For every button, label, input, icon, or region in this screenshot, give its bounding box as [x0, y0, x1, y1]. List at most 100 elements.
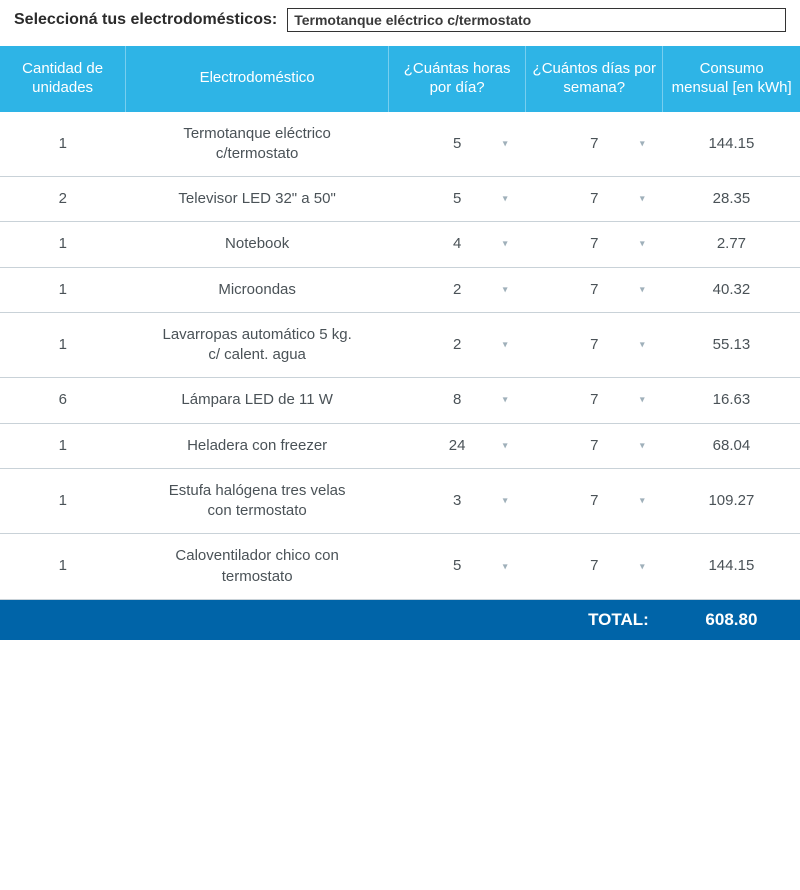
hours-dropdown[interactable]: 5▾	[389, 534, 526, 600]
total-label: TOTAL:	[0, 599, 663, 640]
appliance-name-cell: Caloventilador chico con termostato	[126, 534, 389, 600]
days-dropdown[interactable]: 7▾	[526, 312, 663, 378]
hours-value: 3	[443, 491, 471, 511]
col-header-units: Cantidad de unidades	[0, 46, 126, 112]
days-dropdown[interactable]: 7▾	[526, 112, 663, 177]
selector-label: Seleccioná tus electrodomésticos:	[14, 11, 277, 29]
chevron-down-icon: ▾	[503, 192, 508, 206]
appliance-name: Heladera con freezer	[162, 436, 352, 456]
appliance-name-cell: Notebook	[126, 222, 389, 267]
chevron-down-icon: ▾	[640, 238, 645, 252]
table-row: 1Caloventilador chico con termostato5▾7▾…	[0, 534, 800, 600]
appliance-name-cell: Heladera con freezer	[126, 423, 389, 468]
appliance-name: Televisor LED 32" a 50"	[162, 189, 352, 209]
consumption-cell: 28.35	[663, 177, 800, 222]
appliance-name-cell: Lavarropas automático 5 kg. c/ calent. a…	[126, 312, 389, 378]
days-value: 7	[580, 491, 608, 511]
days-dropdown[interactable]: 7▾	[526, 534, 663, 600]
units-cell: 1	[0, 423, 126, 468]
col-header-days: ¿Cuántos días por semana?	[526, 46, 663, 112]
chevron-down-icon: ▾	[503, 137, 508, 151]
table-row: 6Lámpara LED de 11 W8▾7▾16.63	[0, 378, 800, 423]
days-dropdown[interactable]: 7▾	[526, 468, 663, 534]
hours-value: 8	[443, 390, 471, 410]
selector-row: Seleccioná tus electrodomésticos: Termot…	[0, 0, 800, 46]
days-dropdown[interactable]: 7▾	[526, 222, 663, 267]
consumption-cell: 144.15	[663, 534, 800, 600]
consumption-cell: 40.32	[663, 267, 800, 312]
appliance-name-cell: Televisor LED 32" a 50"	[126, 177, 389, 222]
hours-dropdown[interactable]: 8▾	[389, 378, 526, 423]
days-value: 7	[580, 335, 608, 355]
days-value: 7	[580, 280, 608, 300]
hours-dropdown[interactable]: 2▾	[389, 267, 526, 312]
hours-value: 24	[443, 436, 471, 456]
chevron-down-icon: ▾	[503, 238, 508, 252]
hours-value: 5	[443, 134, 471, 154]
table-row: 1Termotanque eléctrico c/termostato5▾7▾1…	[0, 112, 800, 177]
chevron-down-icon: ▾	[640, 494, 645, 508]
hours-dropdown[interactable]: 4▾	[389, 222, 526, 267]
days-dropdown[interactable]: 7▾	[526, 378, 663, 423]
units-cell: 1	[0, 222, 126, 267]
appliance-name: Microondas	[162, 280, 352, 300]
appliance-name: Termotanque eléctrico c/termostato	[162, 124, 352, 165]
col-header-appliance: Electrodoméstico	[126, 46, 389, 112]
appliance-name-cell: Termotanque eléctrico c/termostato	[126, 112, 389, 177]
chevron-down-icon: ▾	[640, 192, 645, 206]
days-dropdown[interactable]: 7▾	[526, 267, 663, 312]
hours-dropdown[interactable]: 24 ▾	[389, 423, 526, 468]
appliance-name: Notebook	[162, 234, 352, 254]
chevron-down-icon: ▾	[503, 338, 508, 352]
hours-dropdown[interactable]: 2▾	[389, 312, 526, 378]
table-header-row: Cantidad de unidades Electrodoméstico ¿C…	[0, 46, 800, 112]
appliance-name-cell: Lámpara LED de 11 W	[126, 378, 389, 423]
days-value: 7	[580, 390, 608, 410]
days-value: 7	[580, 556, 608, 576]
chevron-down-icon: ▾	[503, 560, 508, 574]
appliance-name-cell: Estufa halógena tres velas con termostat…	[126, 468, 389, 534]
appliance-name: Lámpara LED de 11 W	[162, 390, 352, 410]
hours-dropdown[interactable]: 3▾	[389, 468, 526, 534]
days-value: 7	[580, 189, 608, 209]
appliance-name: Estufa halógena tres velas con termostat…	[162, 481, 352, 522]
chevron-down-icon: ▾	[503, 494, 508, 508]
chevron-down-icon: ▾	[640, 394, 645, 408]
chevron-down-icon: ▾	[640, 439, 645, 453]
consumption-table: Cantidad de unidades Electrodoméstico ¿C…	[0, 46, 800, 640]
consumption-cell: 68.04	[663, 423, 800, 468]
days-dropdown[interactable]: 7▾	[526, 177, 663, 222]
days-value: 7	[580, 134, 608, 154]
appliance-name: Caloventilador chico con termostato	[162, 546, 352, 587]
consumption-cell: 55.13	[663, 312, 800, 378]
table-row: 1Microondas2▾7▾40.32	[0, 267, 800, 312]
table-row: 1 Lavarropas automático 5 kg. c/ calent. …	[0, 312, 800, 378]
appliance-name: Lavarropas automático 5 kg. c/ calent. a…	[162, 325, 352, 366]
consumption-cell: 2.77	[663, 222, 800, 267]
appliance-select-value: Termotanque eléctrico c/termostato	[294, 12, 531, 28]
days-dropdown[interactable]: 7▾	[526, 423, 663, 468]
days-value: 7	[580, 234, 608, 254]
hours-dropdown[interactable]: 5▾	[389, 112, 526, 177]
units-cell: 1	[0, 468, 126, 534]
units-cell: 1	[0, 267, 126, 312]
table-row: 2Televisor LED 32" a 50"5▾7▾28.35	[0, 177, 800, 222]
chevron-down-icon: ▾	[640, 283, 645, 297]
consumption-cell: 144.15	[663, 112, 800, 177]
table-row: 1 Estufa halógena tres velas con termosta…	[0, 468, 800, 534]
hours-value: 2	[443, 280, 471, 300]
hours-dropdown[interactable]: 5▾	[389, 177, 526, 222]
hours-value: 5	[443, 189, 471, 209]
hours-value: 5	[443, 556, 471, 576]
units-cell: 1	[0, 312, 126, 378]
chevron-down-icon: ▾	[640, 338, 645, 352]
units-cell: 1	[0, 112, 126, 177]
appliance-select[interactable]: Termotanque eléctrico c/termostato	[287, 8, 786, 32]
units-cell: 2	[0, 177, 126, 222]
table-row: 1Notebook4▾7▾2.77	[0, 222, 800, 267]
consumption-cell: 16.63	[663, 378, 800, 423]
table-row: 1Heladera con freezer24▾7▾68.04	[0, 423, 800, 468]
total-value: 608.80	[663, 599, 800, 640]
chevron-down-icon: ▾	[640, 137, 645, 151]
chevron-down-icon: ▾	[503, 439, 508, 453]
